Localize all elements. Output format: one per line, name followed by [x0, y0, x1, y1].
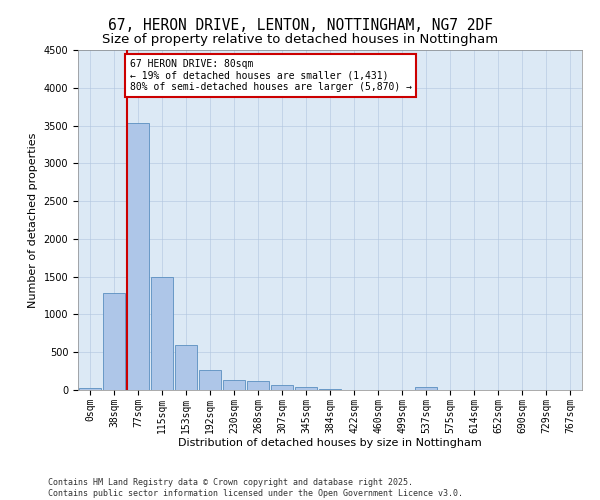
- Bar: [319, 389, 341, 390]
- Bar: [79, 388, 101, 390]
- Bar: [295, 388, 317, 390]
- Text: Size of property relative to detached houses in Nottingham: Size of property relative to detached ho…: [102, 32, 498, 46]
- Y-axis label: Number of detached properties: Number of detached properties: [28, 132, 38, 308]
- X-axis label: Distribution of detached houses by size in Nottingham: Distribution of detached houses by size …: [178, 438, 482, 448]
- Bar: [415, 388, 437, 390]
- Text: 67, HERON DRIVE, LENTON, NOTTINGHAM, NG7 2DF: 67, HERON DRIVE, LENTON, NOTTINGHAM, NG7…: [107, 18, 493, 32]
- Bar: [199, 370, 221, 390]
- Bar: [127, 122, 149, 390]
- Bar: [271, 385, 293, 390]
- Bar: [103, 294, 125, 390]
- Text: 67 HERON DRIVE: 80sqm
← 19% of detached houses are smaller (1,431)
80% of semi-d: 67 HERON DRIVE: 80sqm ← 19% of detached …: [130, 59, 412, 92]
- Bar: [151, 278, 173, 390]
- Bar: [223, 380, 245, 390]
- Bar: [175, 346, 197, 390]
- Bar: [247, 381, 269, 390]
- Text: Contains HM Land Registry data © Crown copyright and database right 2025.
Contai: Contains HM Land Registry data © Crown c…: [48, 478, 463, 498]
